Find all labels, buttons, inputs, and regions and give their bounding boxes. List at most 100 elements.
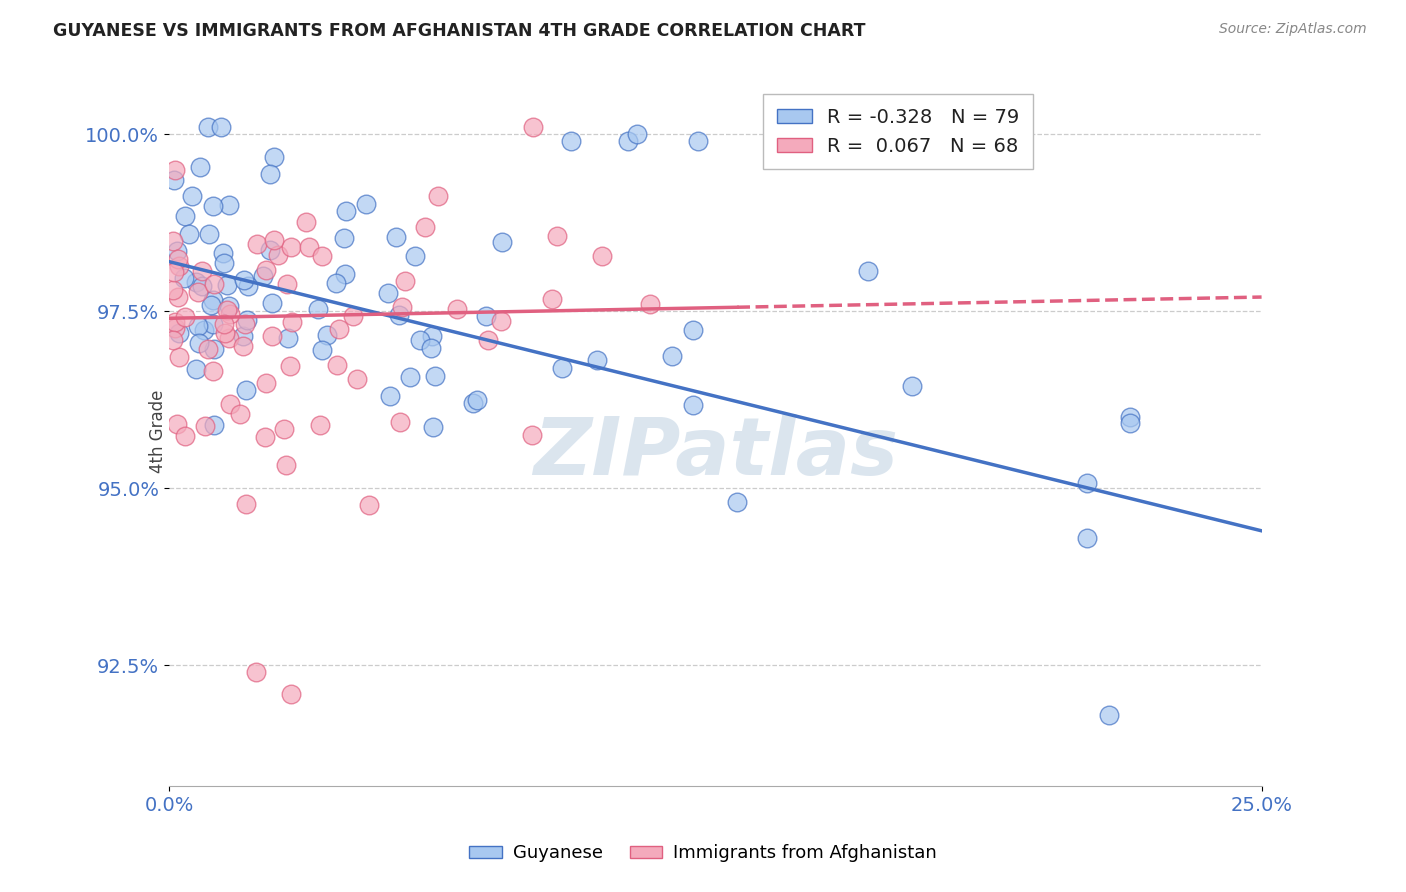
Point [173, 209, 195, 223]
Point [586, 352, 609, 367]
Point [385, 229, 408, 244]
Point [420, 329, 443, 343]
Point [335, 203, 357, 218]
Point [263, 150, 285, 164]
Point [201, 293, 224, 307]
Point [197, 342, 219, 356]
Point [394, 274, 416, 288]
Point [201, 199, 224, 213]
Point [211, 246, 233, 260]
Point [263, 234, 285, 248]
Point [1119, 416, 1142, 430]
Point [465, 393, 488, 408]
Point [219, 397, 242, 411]
Point [202, 417, 225, 432]
Point [858, 264, 880, 278]
Legend: Guyanese, Immigrants from Afghanistan: Guyanese, Immigrants from Afghanistan [463, 838, 943, 870]
Point [166, 417, 188, 432]
Point [477, 333, 499, 347]
Point [357, 498, 380, 512]
Point [167, 260, 190, 274]
Point [626, 127, 648, 141]
Point [163, 163, 186, 178]
Point [238, 278, 260, 293]
Point [277, 331, 299, 345]
Point [187, 318, 209, 333]
Point [184, 275, 207, 289]
Point [522, 120, 544, 134]
Point [163, 265, 186, 279]
Point [267, 247, 290, 261]
Point [180, 189, 202, 203]
Point [188, 336, 211, 351]
Point [202, 277, 225, 292]
Point [423, 368, 446, 383]
Point [235, 384, 257, 398]
Point [333, 231, 356, 245]
Point [325, 276, 347, 290]
Point [254, 376, 277, 391]
Point [200, 298, 222, 312]
Point [162, 333, 184, 347]
Point [235, 317, 257, 331]
Point [197, 120, 219, 134]
Point [422, 419, 444, 434]
Point [187, 285, 209, 299]
Point [163, 315, 186, 329]
Point [209, 120, 232, 134]
Point [215, 278, 238, 293]
Point [259, 168, 281, 182]
Point [173, 271, 195, 285]
Point [186, 362, 208, 376]
Text: ZIPatlas: ZIPatlas [533, 414, 898, 491]
Point [389, 415, 412, 429]
Point [551, 360, 574, 375]
Point [307, 302, 329, 317]
Point [295, 214, 318, 228]
Point [174, 429, 197, 443]
Point [541, 292, 564, 306]
Point [399, 369, 422, 384]
Point [202, 317, 225, 331]
Point [388, 308, 411, 322]
Point [259, 244, 281, 258]
Point [232, 339, 254, 353]
Point [228, 407, 250, 421]
Point [377, 286, 399, 301]
Point [461, 396, 484, 410]
Point [617, 134, 640, 148]
Point [591, 249, 613, 263]
Point [661, 349, 683, 363]
Point [252, 268, 274, 283]
Point [298, 240, 321, 254]
Point [546, 228, 568, 243]
Point [309, 418, 332, 433]
Point [232, 272, 254, 286]
Point [212, 318, 235, 332]
Point [682, 323, 704, 337]
Point [191, 279, 214, 293]
Point [214, 326, 236, 341]
Point [219, 308, 242, 322]
Text: Source: ZipAtlas.com: Source: ZipAtlas.com [1219, 22, 1367, 37]
Point [246, 236, 269, 251]
Point [426, 189, 449, 203]
Point [193, 323, 215, 337]
Point [281, 315, 304, 329]
Point [446, 301, 468, 316]
Point [215, 303, 238, 318]
Point [198, 227, 221, 242]
Point [163, 173, 186, 187]
Point [311, 343, 333, 357]
Point [253, 430, 276, 444]
Point [342, 309, 364, 323]
Point [280, 240, 302, 254]
Point [260, 296, 283, 310]
Point [725, 495, 748, 509]
Point [165, 321, 187, 335]
Point [686, 134, 709, 148]
Point [212, 256, 235, 270]
Point [420, 341, 443, 355]
Point [218, 197, 240, 211]
Point [260, 329, 283, 343]
